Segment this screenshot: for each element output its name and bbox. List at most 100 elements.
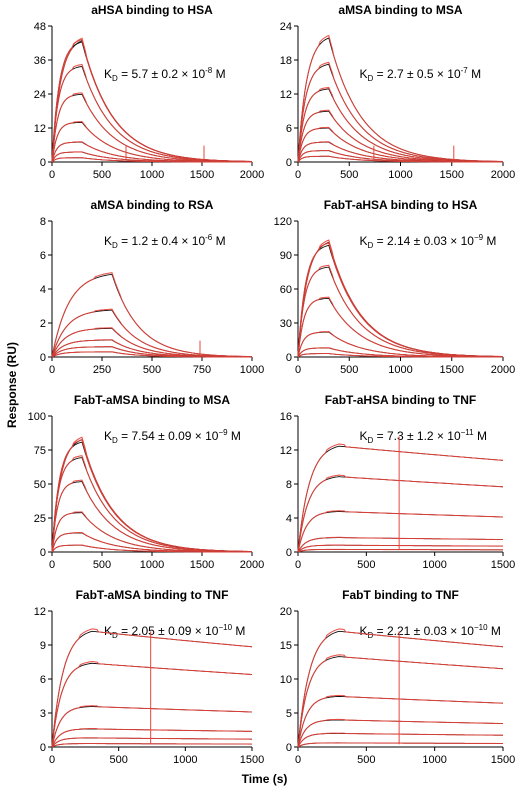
x-tick-label: 750 [193,364,211,376]
fit-trace [51,41,252,163]
data-trace [297,510,504,553]
fit-trace [297,244,503,358]
chart-panel-1: aHSA binding to HSA 0 12 24 36 48 0 500 1000 1500… [34,3,264,181]
chart-title: aMSA binding to RSA [91,198,214,212]
y-tick-label: 25 [34,513,46,525]
fit-trace [297,241,503,358]
data-trace [297,34,504,163]
fit-trace [51,40,253,163]
data-trace [297,443,504,553]
global-x-axis-label: Time (s) [241,772,288,786]
data-trace [51,455,252,553]
data-trace [297,694,504,748]
x-tick-label: 0 [295,364,301,376]
x-tick-label: 1000 [240,364,264,376]
data-trace [51,272,253,358]
global-y-axis-label: Response (RU) [5,342,19,429]
y-tick-label: 12 [280,89,292,101]
y-tick-label: 60 [280,284,292,296]
chart-panel-4: FabT-aHSA binding to HSA 0 30 60 90 120 0 500 10… [274,198,516,376]
x-tick-label: 0 [49,754,55,766]
x-tick-label: 0 [295,559,301,571]
data-trace [297,654,504,748]
data-trace [297,264,503,358]
y-tick-label: 8 [40,216,46,228]
chart-panel-2: aMSA binding to MSA 0 6 12 18 24 0 500 1000 1500 2… [280,3,515,181]
y-tick-label: 6 [286,123,292,135]
x-tick-label: 2000 [491,364,515,376]
y-tick-label: 36 [34,55,46,67]
y-tick-label: 0 [286,352,292,364]
x-tick-label: 2000 [240,169,264,181]
data-trace [51,351,252,358]
fit-trace [51,309,253,358]
data-trace [297,352,503,358]
y-tick-label: 100 [28,411,46,423]
data-trace [297,474,504,553]
y-tick-label: 8 [286,479,292,491]
y-tick-label: 6 [40,250,46,262]
y-tick-label: 5 [286,708,292,720]
y-tick-label: 0 [40,547,46,559]
y-tick-label: 30 [280,318,292,330]
data-trace [51,157,252,163]
y-tick-label: 90 [280,250,292,262]
x-tick-label: 0 [295,169,301,181]
x-tick-label: 1500 [440,169,464,181]
fit-trace [51,662,253,748]
y-tick-label: 75 [34,445,46,457]
x-tick-label: 250 [93,364,111,376]
kd-annotation: KD = 7.54 ± 0.09 × 10−9 M [104,428,241,445]
data-trace [51,37,253,163]
y-tick-label: 50 [34,479,46,491]
y-tick-label: 12 [34,606,46,618]
data-trace [51,544,252,553]
y-tick-label: 2 [40,318,46,330]
fit-trace [51,457,252,553]
x-tick-label: 500 [93,559,111,571]
y-tick-label: 18 [280,55,292,67]
kd-annotation: KD = 1.2 ± 0.4 × 10-6 M [104,233,226,250]
y-tick-label: 20 [280,606,292,618]
x-tick-label: 500 [357,559,375,571]
data-trace [51,308,253,358]
y-tick-label: 10 [280,674,292,686]
fit-trace [297,266,503,358]
chart-title: FabT-aMSA binding to MSA [74,393,231,407]
y-tick-label: 0 [286,742,292,754]
data-trace [297,628,504,748]
kd-annotation: KD = 7.3 ± 1.2 × 10−11 M [360,428,487,445]
data-trace [297,742,503,748]
chart-panel-6: FabT-aHSA binding to TNF 0 4 8 12 16 0 500 1000 1… [280,393,515,571]
data-trace [51,737,252,748]
data-trace [51,628,253,748]
x-tick-label: 1500 [190,559,214,571]
x-tick-label: 2000 [491,169,515,181]
y-tick-label: 12 [34,123,46,135]
x-tick-label: 1500 [491,559,515,571]
x-tick-label: 2000 [240,559,264,571]
y-tick-label: 4 [286,513,292,525]
x-tick-label: 500 [93,169,111,181]
data-trace [297,242,503,358]
y-tick-label: 15 [280,640,292,652]
x-tick-label: 0 [49,364,55,376]
fit-trace [297,445,504,553]
data-trace [297,718,504,748]
x-tick-label: 1000 [388,364,412,376]
x-tick-label: 500 [340,364,358,376]
x-tick-label: 1500 [190,169,214,181]
y-tick-label: 3 [40,708,46,720]
kd-annotation: KD = 2.05 ± 0.09 × 10−10 M [104,623,245,640]
data-trace [51,479,252,553]
y-tick-label: 4 [40,284,46,296]
y-tick-label: 24 [280,21,292,33]
y-tick-label: 9 [40,640,46,652]
kd-annotation: KD = 2.21 ± 0.03 × 10−10 M [360,623,501,640]
x-tick-label: 0 [49,169,55,181]
data-trace [51,661,253,748]
chart-title: FabT binding to TNF [342,588,459,602]
y-tick-label: 12 [280,445,292,457]
chart-title: aMSA binding to MSA [338,3,463,17]
